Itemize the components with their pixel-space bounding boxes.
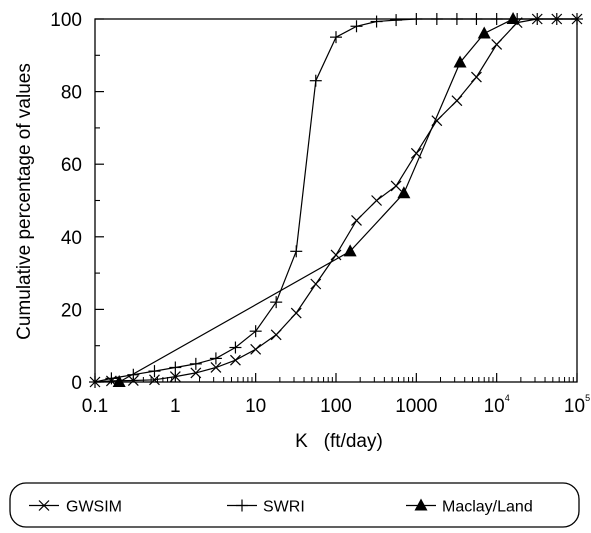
data-point-gwsim <box>390 180 402 192</box>
data-point-swri <box>330 31 342 44</box>
data-point-swri <box>148 365 161 378</box>
legend-item-gwsim: GWSIM <box>29 499 122 516</box>
data-point-swri <box>105 372 118 385</box>
series-gwsim <box>89 13 583 388</box>
data-point-swri <box>229 341 242 354</box>
data-point-swri <box>249 325 262 338</box>
x-tick-label: 1000 <box>395 396 437 417</box>
data-point-swri <box>571 13 583 25</box>
data-point-gwsim <box>351 215 362 226</box>
data-point-swri <box>531 13 544 25</box>
x-tick-label: 100 <box>320 396 352 417</box>
data-point-gwsim <box>491 38 503 50</box>
data-point-gwsim <box>310 278 322 290</box>
data-point-gwsim <box>230 354 241 366</box>
data-point-gwsim <box>290 307 302 319</box>
y-tick-label: 100 <box>50 10 82 31</box>
y-tick-label: 80 <box>61 83 82 104</box>
data-point-maclay-land <box>506 12 520 24</box>
legend-label: Maclay/Land <box>442 499 533 516</box>
legend-label: SWRI <box>263 499 305 516</box>
y-tick-label: 0 <box>71 373 82 394</box>
data-point-swri <box>209 352 222 365</box>
data-point-gwsim <box>169 371 181 382</box>
legend-marker <box>414 498 428 511</box>
data-point-maclay-land <box>477 26 491 39</box>
legend-marker <box>38 500 50 511</box>
x-tick-exponent: 4 <box>505 393 510 403</box>
data-point-swri <box>410 13 423 25</box>
series-line-maclay-land <box>118 18 514 383</box>
data-point-gwsim <box>210 362 222 373</box>
y-tick-label: 60 <box>61 155 82 176</box>
x-axis-label: K (ft/day) <box>295 431 383 452</box>
data-point-swri <box>390 14 403 27</box>
data-point-gwsim <box>190 367 202 379</box>
data-point-swri <box>127 368 140 381</box>
legend-label: GWSIM <box>66 499 122 516</box>
y-axis-label: Cumulative percentage of values <box>14 63 35 340</box>
legend-marker <box>236 499 248 512</box>
data-point-swri <box>450 13 463 25</box>
data-point-gwsim <box>330 249 342 261</box>
data-point-gwsim <box>270 329 282 341</box>
x-tick-exponent: 5 <box>585 393 590 403</box>
data-point-swri <box>290 245 303 258</box>
data-point-swri <box>189 357 202 370</box>
data-point-gwsim <box>471 71 482 83</box>
data-point-maclay-land <box>397 186 411 199</box>
legend-item-swri: SWRI <box>227 499 305 516</box>
series-maclay-land <box>112 12 520 387</box>
x-tick-label: 1 <box>170 396 181 417</box>
data-point-swri <box>89 376 101 388</box>
y-tick-label: 20 <box>61 300 82 321</box>
series-line-gwsim <box>94 18 577 383</box>
x-tick-label: 104 <box>484 393 510 417</box>
legend-item-maclay-land: Maclay/Land <box>406 498 533 516</box>
data-point-swri <box>490 13 503 25</box>
data-point-swri <box>430 13 443 25</box>
data-point-maclay-land <box>112 375 126 387</box>
y-tick-label: 40 <box>61 228 82 249</box>
data-point-swri <box>470 13 483 25</box>
x-tick-label: 105 <box>564 393 590 417</box>
data-point-gwsim <box>371 195 383 206</box>
series-swri <box>89 13 583 388</box>
data-point-gwsim <box>250 343 262 355</box>
legend-box <box>9 482 580 528</box>
data-point-swri <box>350 20 363 33</box>
data-point-maclay-land <box>343 244 357 257</box>
data-point-gwsim <box>149 374 160 386</box>
plot-frame <box>94 18 578 383</box>
data-point-swri <box>550 13 563 25</box>
data-point-swri <box>270 296 283 309</box>
data-point-gwsim <box>451 95 463 107</box>
x-tick-label: 10 <box>245 396 266 417</box>
data-point-swri <box>169 361 182 374</box>
data-point-swri <box>370 15 383 28</box>
data-point-maclay-land <box>453 55 467 68</box>
x-tick-label: 0.1 <box>82 396 108 417</box>
series-line-swri <box>94 18 577 383</box>
data-point-swri <box>309 74 322 87</box>
